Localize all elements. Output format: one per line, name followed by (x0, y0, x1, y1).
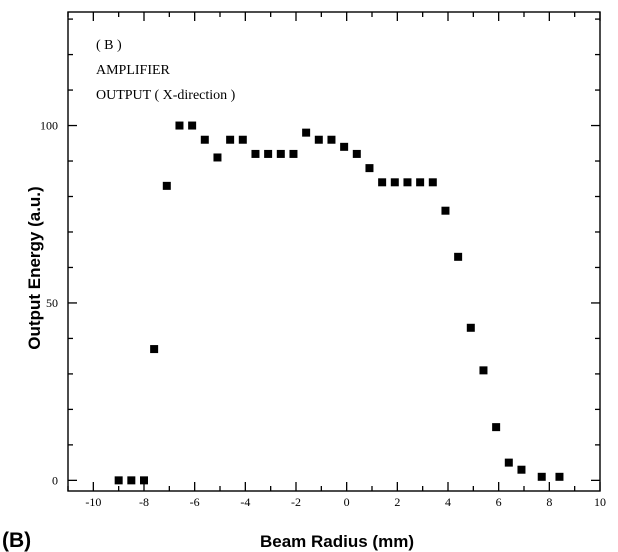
data-point (454, 252, 463, 261)
x-tick-label: -4 (240, 495, 250, 509)
panel-label: (B) (2, 529, 31, 552)
x-tick-label: -10 (85, 495, 101, 509)
data-point (428, 178, 437, 187)
x-tick-label: 10 (594, 495, 606, 509)
data-point (251, 149, 260, 158)
y-tick-labels: 0 50 100 (40, 119, 58, 488)
data-point (276, 149, 285, 158)
y-tick-label: 0 (52, 473, 58, 487)
data-point (114, 476, 123, 485)
data-point (352, 149, 361, 158)
x-axis-title: Beam Radius (mm) (260, 532, 414, 551)
data-point (213, 153, 222, 162)
data-point (175, 121, 184, 130)
data-point (537, 472, 546, 481)
data-point (226, 135, 235, 144)
data-point (378, 178, 387, 187)
y-tick-label: 50 (46, 296, 58, 310)
x-tick-label: 0 (344, 495, 350, 509)
x-tick-label: -6 (190, 495, 200, 509)
data-point (162, 181, 171, 190)
data-point (517, 465, 526, 474)
y-axis-title: Output Energy (a.u.) (25, 186, 44, 349)
data-point (340, 142, 349, 151)
data-point (403, 178, 412, 187)
data-point (479, 366, 488, 375)
x-tick-label: 2 (394, 495, 400, 509)
data-point (314, 135, 323, 144)
x-tick-label: 8 (546, 495, 552, 509)
data-point (492, 423, 501, 432)
data-point (264, 149, 273, 158)
x-tick-label: -2 (291, 495, 301, 509)
data-point (127, 476, 136, 485)
data-point (302, 128, 311, 137)
data-point (555, 472, 564, 481)
data-point (416, 178, 425, 187)
data-point (327, 135, 336, 144)
data-points (114, 121, 564, 485)
data-point (504, 458, 513, 467)
x-tick-label: -8 (139, 495, 149, 509)
axis-ticks (67, 12, 601, 491)
data-point (365, 164, 374, 173)
annotation-amplifier: AMPLIFIER (96, 63, 171, 78)
plot-frame (67, 11, 601, 492)
data-point (188, 121, 197, 130)
annotation-output-direction: OUTPUT ( X-direction ) (96, 88, 236, 103)
data-point (200, 135, 209, 144)
annotation-panel: ( B ) (96, 38, 122, 53)
data-point (390, 178, 399, 187)
data-point (238, 135, 247, 144)
data-point (289, 149, 298, 158)
x-tick-label: 6 (496, 495, 502, 509)
data-point (441, 206, 450, 215)
data-point (140, 476, 148, 485)
y-tick-label: 100 (40, 119, 58, 133)
x-tick-label: 4 (445, 495, 451, 509)
data-point (466, 323, 475, 332)
x-tick-labels: -10 -8 -6 -4 -2 0 2 4 6 8 10 (85, 495, 606, 509)
data-point (150, 345, 159, 354)
